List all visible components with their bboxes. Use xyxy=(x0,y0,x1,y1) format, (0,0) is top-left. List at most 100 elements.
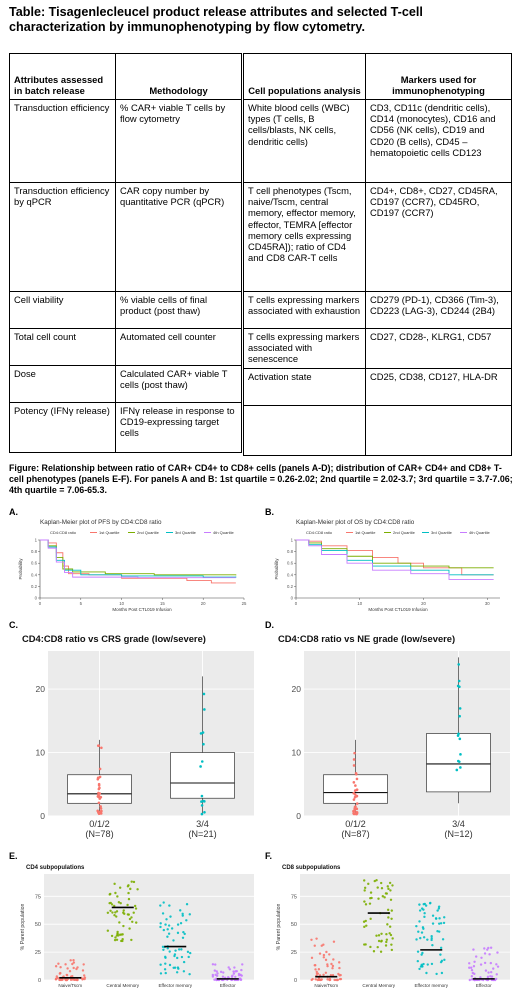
data-point xyxy=(331,964,335,968)
data-point xyxy=(98,767,102,771)
data-point xyxy=(214,973,217,977)
data-point xyxy=(459,753,462,756)
y-tick-label: 20 xyxy=(292,684,302,694)
data-point xyxy=(239,978,242,981)
data-point xyxy=(496,951,499,954)
data-point xyxy=(386,885,389,888)
data-point xyxy=(170,927,174,930)
data-point xyxy=(202,742,205,746)
data-point xyxy=(373,879,376,883)
chart-title: Kaplan-Meier plot of PFS by CD4:CD8 rati… xyxy=(40,519,162,526)
data-point xyxy=(389,898,393,901)
data-point xyxy=(180,948,183,951)
data-point xyxy=(416,950,420,953)
data-point xyxy=(386,908,390,912)
data-point xyxy=(177,948,181,951)
data-point xyxy=(354,772,358,775)
data-point xyxy=(120,933,123,936)
data-point xyxy=(232,972,236,975)
data-point xyxy=(390,943,393,946)
data-point xyxy=(384,944,388,947)
data-point xyxy=(65,973,68,977)
table-cell: Transduction efficiency xyxy=(9,99,116,183)
data-point xyxy=(363,886,367,890)
data-point xyxy=(336,978,339,982)
data-point xyxy=(310,938,313,942)
data-point xyxy=(169,915,172,918)
data-point xyxy=(388,881,392,885)
data-point xyxy=(122,909,125,912)
x-tick-label: (N=12) xyxy=(444,829,472,839)
data-point xyxy=(203,708,206,711)
legend-entry: 1st Quartile xyxy=(355,530,376,535)
y-tick-label: 0.4 xyxy=(31,572,38,577)
data-point xyxy=(367,882,370,886)
data-point xyxy=(230,975,234,978)
data-point xyxy=(82,974,86,977)
data-point xyxy=(470,968,474,972)
y-tick-label: 0 xyxy=(40,811,45,821)
y-tick-label: 0 xyxy=(35,596,38,601)
x-axis-label: Months Post CTL019 Infusion xyxy=(368,607,428,612)
table-row: Transduction efficiency by qPCR CAR copy… xyxy=(9,182,242,292)
x-tick-label: Effector memory xyxy=(158,983,192,988)
data-point xyxy=(326,978,329,981)
data-point xyxy=(390,909,394,912)
data-point xyxy=(372,950,376,953)
data-point xyxy=(364,943,367,946)
x-tick-label: 0 xyxy=(295,601,298,606)
data-point xyxy=(113,914,116,917)
data-point xyxy=(384,892,388,895)
data-point xyxy=(164,923,167,926)
table-cell: White blood cells (WBC) types (T cells, … xyxy=(243,99,366,183)
data-point xyxy=(352,781,356,784)
chart-e-cd4: CD4 subpopulations 0 25 50 75 % Parent popula… xyxy=(20,865,254,988)
table-cell: Calculated CAR+ viable T cells (post tha… xyxy=(115,365,242,403)
data-point xyxy=(164,962,167,965)
data-point xyxy=(66,967,69,970)
data-point xyxy=(116,930,119,934)
chart-title: CD4 subpopulations xyxy=(26,865,85,871)
y-tick-label: 0.6 xyxy=(287,561,294,566)
data-point xyxy=(443,916,446,919)
data-point xyxy=(167,932,171,935)
data-point xyxy=(474,955,478,958)
table2-header-populations: Cell populations analysis xyxy=(243,53,366,100)
figure-caption: Figure: Relationship between ratio of CA… xyxy=(9,463,513,496)
data-point xyxy=(468,966,471,969)
data-point xyxy=(424,904,428,907)
data-point xyxy=(422,962,425,966)
x-tick-label: 5 xyxy=(80,601,83,606)
data-point xyxy=(119,901,122,905)
data-point xyxy=(201,731,205,734)
table1-header-attributes: Attributes assessed in batch release xyxy=(9,53,116,100)
data-point xyxy=(430,962,434,966)
data-point xyxy=(418,903,421,906)
data-point xyxy=(418,967,421,971)
data-point xyxy=(72,958,75,962)
data-point xyxy=(322,956,326,959)
data-point xyxy=(159,972,163,975)
data-point xyxy=(489,946,493,949)
data-point xyxy=(329,973,333,977)
legend-entry: 2nd Quartile xyxy=(137,530,160,535)
data-point xyxy=(200,800,203,803)
data-point xyxy=(488,953,491,956)
data-point xyxy=(98,775,102,779)
table-cell: CD25, CD38, CD127, HLA-DR xyxy=(365,367,512,406)
data-point xyxy=(100,746,103,750)
data-point xyxy=(391,937,394,940)
chart-b-km-os: Kaplan-Meier plot of OS by CD4:CD8 ratio… xyxy=(274,519,500,612)
data-point xyxy=(320,944,323,947)
data-point xyxy=(185,919,188,922)
data-point xyxy=(418,920,421,923)
data-point xyxy=(352,758,356,761)
x-tick-label: Effector xyxy=(476,983,492,988)
y-tick-label: 0 xyxy=(296,811,301,821)
data-point xyxy=(353,795,357,799)
km-series-line xyxy=(40,539,237,576)
data-point xyxy=(355,788,359,791)
data-point xyxy=(385,932,388,936)
km-series-line xyxy=(296,539,494,576)
data-point xyxy=(495,973,498,976)
